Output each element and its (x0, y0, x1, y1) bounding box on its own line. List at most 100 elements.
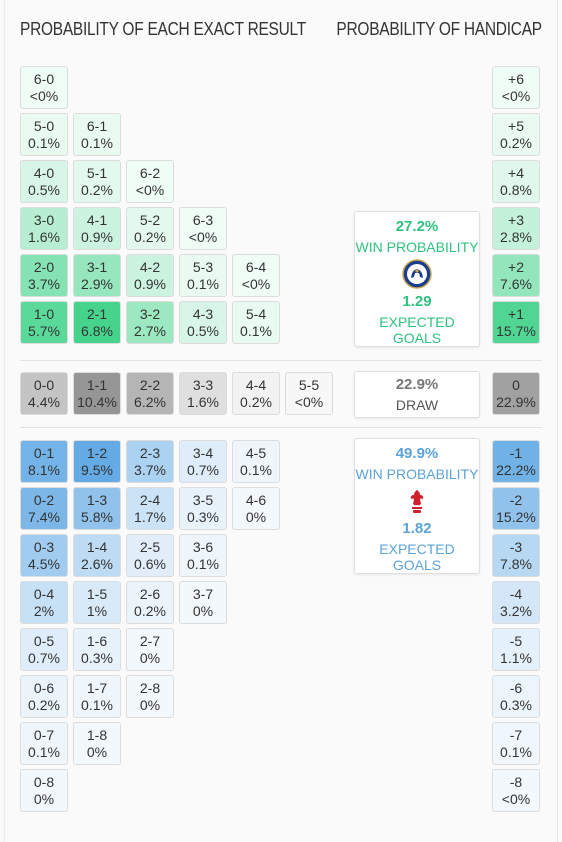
score-cell-probability: 0.1% (81, 135, 113, 151)
score-cell-probability: 4.4% (28, 394, 60, 410)
score-cell-probability: 6.2% (134, 394, 166, 410)
score-cell: 4-0 0.5% (20, 160, 68, 203)
score-cell: 1-2 9.5% (73, 440, 121, 483)
score-cell-probability: 5.8% (81, 509, 113, 525)
score-cell-label: 1-6 (86, 633, 108, 649)
score-cell-label: 2-0 (33, 259, 55, 275)
score-cell-probability: 2.7% (134, 323, 166, 339)
score-cell: 2-4 1.7% (126, 487, 174, 530)
score-cell-label: 5-0 (33, 118, 55, 134)
score-cell-label: 2-7 (139, 633, 161, 649)
score-cell: 6-3 <0% (179, 207, 227, 250)
score-cell-label: 0-4 (33, 586, 55, 602)
score-cell-probability: 5.7% (28, 323, 60, 339)
score-cell-probability: 0% (33, 791, 55, 807)
score-cell: 1-1 10.4% (73, 372, 121, 415)
score-cell-label: 6-3 (192, 212, 214, 228)
score-cell: 5-5 <0% (285, 372, 333, 415)
score-cell-label: 6-4 (245, 259, 267, 275)
score-cell-probability: 10.4% (77, 394, 117, 410)
score-cell: 0-0 4.4% (20, 372, 68, 415)
score-cell: 0-3 4.5% (20, 534, 68, 577)
score-cell-probability: 2% (33, 603, 55, 619)
score-cell: 4-2 0.9% (126, 254, 174, 297)
score-cell-label: 1-5 (86, 586, 108, 602)
score-cell-label: 2-5 (139, 539, 161, 555)
score-cell: 3-2 2.7% (126, 301, 174, 344)
handicap-cell-probability: 0.1% (500, 744, 532, 760)
score-cell-label: 6-1 (86, 118, 108, 134)
score-cell-label: 5-2 (139, 212, 161, 228)
score-cell: 1-6 0.3% (73, 628, 121, 671)
handicap-cell-probability: 22.9% (496, 394, 536, 410)
score-cell: 0-7 0.1% (20, 722, 68, 765)
score-cell-probability: 0.1% (28, 135, 60, 151)
score-cell-label: 1-0 (33, 306, 55, 322)
score-cell-label: 5-1 (86, 165, 108, 181)
exact-result-heading: PROBABILITY OF EACH EXACT RESULT (20, 19, 306, 39)
handicap-cell-label: -5 (509, 633, 523, 649)
liverpool-crest-icon (402, 486, 432, 516)
home-win-label: WIN PROBABILITY (355, 239, 479, 255)
score-cell-label: 4-2 (139, 259, 161, 275)
score-cell-label: 1-7 (86, 680, 108, 696)
score-cell-probability: 0% (245, 509, 267, 525)
score-cell: 5-1 0.2% (73, 160, 121, 203)
handicap-cell: +3 2.8% (492, 207, 540, 250)
draw-label: DRAW (395, 397, 439, 413)
score-cell: 5-4 0.1% (232, 301, 280, 344)
score-cell: 1-0 5.7% (20, 301, 68, 344)
handicap-cell: -5 1.1% (492, 628, 540, 671)
handicap-cell-probability: <0% (501, 88, 531, 104)
score-cell-label: 3-4 (192, 445, 214, 461)
score-cell-label: 0-6 (33, 680, 55, 696)
score-cell-label: 3-5 (192, 492, 214, 508)
score-cell-probability: 3.7% (134, 462, 166, 478)
score-cell-label: 2-3 (139, 445, 161, 461)
handicap-cell-probability: 3.2% (500, 603, 532, 619)
score-cell: 6-4 <0% (232, 254, 280, 297)
score-cell-label: 0-2 (33, 492, 55, 508)
score-cell-label: 0-0 (33, 377, 55, 393)
score-cell-probability: 2.6% (81, 556, 113, 572)
score-cell: 3-0 1.6% (20, 207, 68, 250)
score-cell: 3-4 0.7% (179, 440, 227, 483)
score-cell-label: 4-1 (86, 212, 108, 228)
away-xg-label: EXPECTED GOALS (379, 541, 455, 573)
home-win-card: 27.2% WIN PROBABILITY 1.29 EXPECTED GOAL… (354, 211, 480, 347)
score-cell-probability: 0.1% (187, 276, 219, 292)
score-cell-label: 2-2 (139, 377, 161, 393)
handicap-cell: 0 22.9% (492, 372, 540, 415)
score-cell-probability: 0.1% (240, 462, 272, 478)
score-cell: 0-6 0.2% (20, 675, 68, 718)
score-cell: 0-8 0% (20, 769, 68, 812)
handicap-cell-probability: 0.8% (500, 182, 532, 198)
score-cell-probability: 0.1% (28, 744, 60, 760)
home-win-percentage: 27.2% (395, 218, 439, 235)
score-cell: 1-4 2.6% (73, 534, 121, 577)
handicap-cell: -4 3.2% (492, 581, 540, 624)
score-cell: 3-7 0% (179, 581, 227, 624)
panel-border-right (557, 0, 558, 842)
score-cell: 2-7 0% (126, 628, 174, 671)
score-cell-probability: 4.5% (28, 556, 60, 572)
handicap-cell: -8 <0% (492, 769, 540, 812)
score-cell-probability: 0.6% (134, 556, 166, 572)
score-cell-label: 4-0 (33, 165, 55, 181)
score-cell: 0-2 7.4% (20, 487, 68, 530)
score-cell-probability: 3.7% (28, 276, 60, 292)
divider (20, 360, 542, 361)
score-cell: 1-7 0.1% (73, 675, 121, 718)
handicap-cell-probability: 2.8% (500, 229, 532, 245)
score-cell-probability: 0.1% (240, 323, 272, 339)
score-cell-probability: 0.9% (134, 276, 166, 292)
score-cell-probability: 8.1% (28, 462, 60, 478)
score-cell: 3-6 0.1% (179, 534, 227, 577)
score-cell-probability: 1.6% (28, 229, 60, 245)
score-cell-probability: 1% (86, 603, 108, 619)
handicap-cell-label: -7 (509, 727, 523, 743)
chelsea-crest-icon (402, 259, 432, 289)
score-cell-label: 1-8 (86, 727, 108, 743)
score-cell-label: 1-3 (86, 492, 108, 508)
handicap-cell-probability: 22.2% (496, 462, 536, 478)
